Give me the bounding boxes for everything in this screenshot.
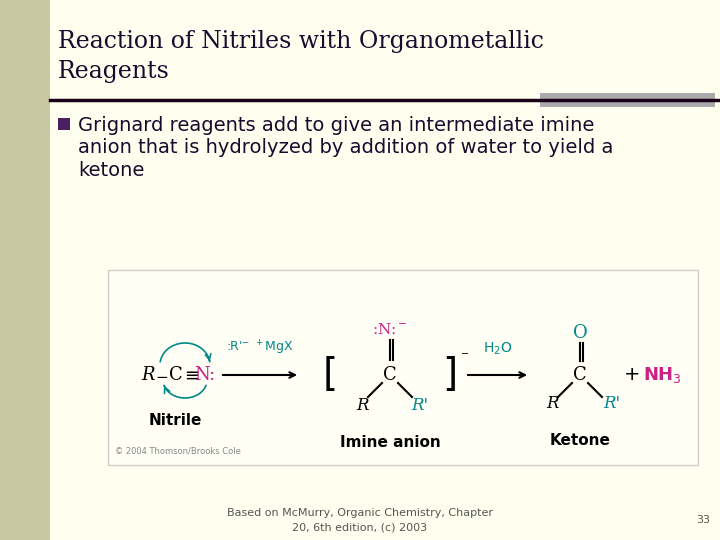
Text: R': R' — [411, 396, 428, 414]
Text: ketone: ketone — [78, 161, 145, 180]
Text: +: + — [624, 366, 640, 384]
Text: Grignard reagents add to give an intermediate imine: Grignard reagents add to give an interme… — [78, 116, 595, 135]
Bar — [58, 118, 70, 130]
Text: :R'$^{-}$ $^+$MgX: :R'$^{-}$ $^+$MgX — [226, 339, 294, 357]
Text: Reaction of Nitriles with Organometallic: Reaction of Nitriles with Organometallic — [58, 30, 544, 53]
Text: R': R' — [603, 395, 621, 411]
Text: C: C — [573, 366, 587, 384]
Text: 33: 33 — [696, 515, 710, 525]
Text: C: C — [383, 366, 397, 384]
Text: $\equiv$: $\equiv$ — [181, 366, 199, 384]
Text: © 2004 Thomson/Brooks Cole: © 2004 Thomson/Brooks Cole — [115, 446, 241, 455]
Text: R: R — [356, 396, 368, 414]
Text: [: [ — [323, 356, 338, 394]
Text: O: O — [572, 324, 588, 342]
Text: anion that is hydrolyzed by addition of water to yield a: anion that is hydrolyzed by addition of … — [78, 138, 613, 157]
Text: Ketone: Ketone — [549, 433, 611, 448]
Text: R: R — [546, 395, 558, 411]
Bar — [540, 93, 715, 107]
Text: $^-$: $^-$ — [458, 350, 469, 364]
Text: N:: N: — [194, 366, 215, 384]
Bar — [108, 270, 698, 465]
Text: Imine anion: Imine anion — [340, 435, 441, 450]
Text: H$_2$O: H$_2$O — [483, 341, 512, 357]
Text: C: C — [169, 366, 183, 384]
Text: R: R — [141, 366, 155, 384]
Text: :N:$^-$: :N:$^-$ — [372, 322, 408, 338]
Text: Reagents: Reagents — [58, 60, 170, 83]
Bar — [0, 0, 50, 540]
Text: Based on McMurry, Organic Chemistry, Chapter
20, 6th edition, (c) 2003: Based on McMurry, Organic Chemistry, Cha… — [227, 508, 493, 532]
Text: NH$_3$: NH$_3$ — [643, 365, 681, 385]
Text: Nitrile: Nitrile — [148, 413, 202, 428]
Text: $-$: $-$ — [156, 368, 168, 382]
Text: ]: ] — [442, 356, 458, 394]
